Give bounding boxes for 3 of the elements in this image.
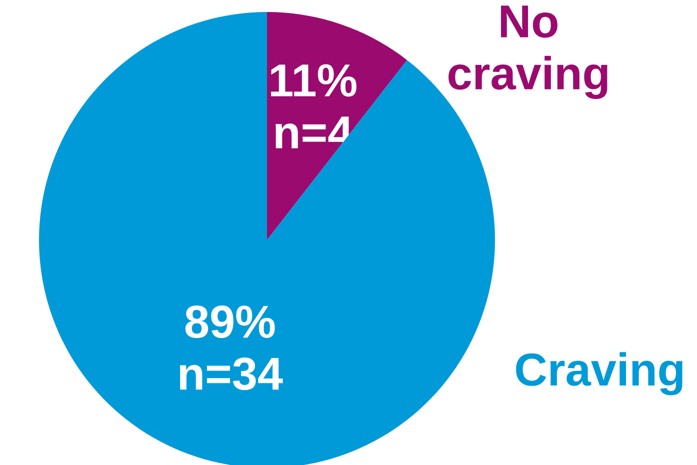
slice-label: No craving bbox=[448, 6, 608, 99]
data-label: 89% n=34 bbox=[180, 305, 283, 390]
slice-label: Craving bbox=[516, 352, 682, 396]
